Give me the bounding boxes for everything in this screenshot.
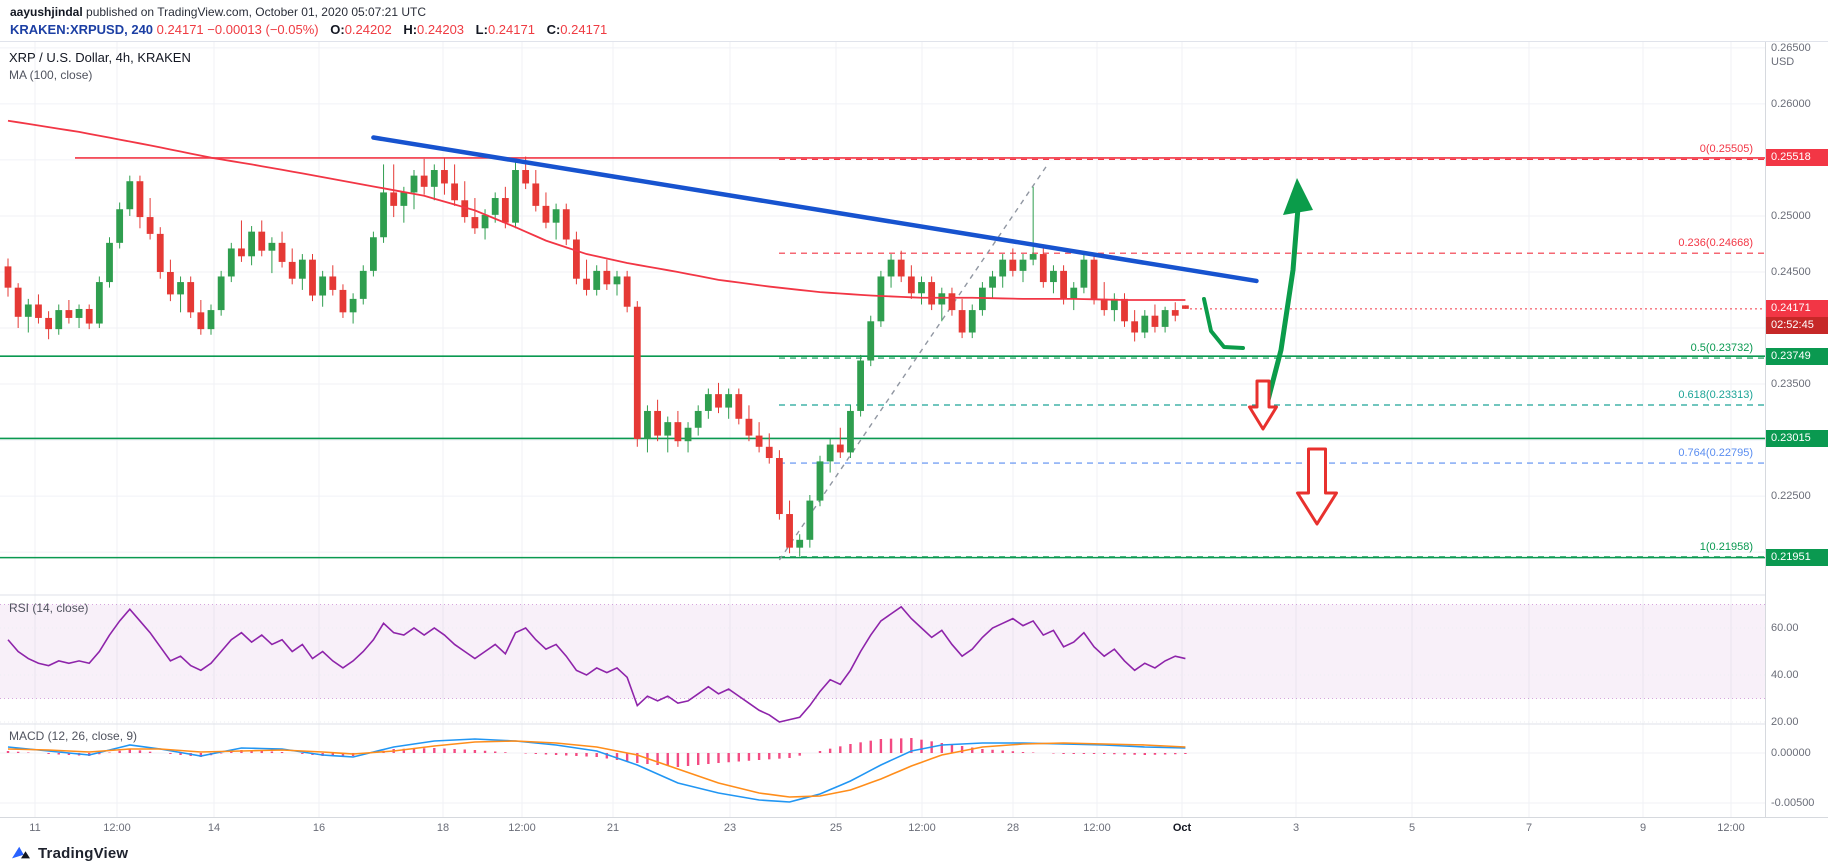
time-axis-label: 18 — [436, 822, 450, 834]
macd-histogram — [6, 738, 1187, 767]
time-axis-label: 5 — [1408, 822, 1416, 834]
chart-header: aayushjindal published on TradingView.co… — [0, 0, 1828, 42]
levels-layer — [0, 157, 1765, 559]
time-axis-label: 25 — [829, 822, 843, 834]
candles-layer — [4, 156, 1189, 557]
price-tick-label: 0.26000 — [1771, 97, 1811, 110]
last-price: 0.24171 — [156, 22, 204, 37]
time-axis-label: 21 — [606, 822, 620, 834]
red-down-arrow — [1248, 379, 1278, 431]
time-axis-label: 7 — [1525, 822, 1533, 834]
high-label: H: — [403, 22, 418, 37]
price-badge: 0.25518 — [1766, 149, 1828, 167]
price-pane-legend[interactable]: XRP / U.S. Dollar, 4h, KRAKEN — [9, 50, 191, 65]
price-tick-label: 0.23500 — [1771, 378, 1811, 391]
price-axis-unit: USD — [1771, 55, 1795, 68]
rsi-band — [0, 604, 1765, 723]
published-text: published on TradingView.com, October 01… — [82, 5, 427, 19]
time-scale[interactable]: 11 12:00 14 16 18 12:00 21 23 25 12:00 28 12:00 Oct 3… — [0, 817, 1828, 838]
macd-line — [7, 738, 1186, 803]
rsi-tick-label: 60.00 — [1771, 622, 1799, 634]
macd-tick-label: -0.00500 — [1771, 797, 1815, 809]
ma100-line — [7, 119, 1186, 301]
time-axis-label: 12:00 — [103, 822, 131, 834]
tradingview-wordmark: TradingView — [38, 844, 129, 862]
price-tick-label: 0.24500 — [1771, 265, 1811, 278]
price-tick-label: 0.22500 — [1771, 490, 1811, 503]
time-axis-label: Oct — [1172, 822, 1192, 834]
price-badge: 0.24171 — [1766, 300, 1828, 318]
symbol-title[interactable]: KRAKEN:XRPUSD, 240 — [10, 22, 154, 37]
symbol-line: KRAKEN:XRPUSD, 240 0.24171 −0.00013 (−0.… — [10, 22, 1818, 37]
open-label: O: — [330, 22, 345, 37]
rsi-line — [7, 605, 1186, 723]
blue-trendline — [371, 135, 1259, 284]
close-label: C: — [546, 22, 561, 37]
red-down-arrow — [1296, 447, 1338, 526]
macd-signal-line — [7, 740, 1186, 798]
grid-layer — [0, 42, 1828, 817]
price-change: −0.00013 (−0.05%) — [207, 22, 319, 37]
time-axis-label: 28 — [1006, 822, 1020, 834]
price-badge: 0.21951 — [1766, 549, 1828, 567]
footer: TradingView — [0, 838, 1828, 868]
tradingview-logo-icon — [12, 846, 30, 859]
price-scale[interactable]: 0.26500 0.26000 0.25000 0.24500 0.23500 0.225… — [1765, 42, 1828, 838]
countdown-badge: 02:52:45 — [1766, 317, 1828, 335]
time-axis-label: 12:00 — [908, 822, 936, 834]
close-value: 0.24171 — [560, 22, 608, 37]
author-name[interactable]: aayushjindal — [10, 5, 83, 19]
price-badge: 0.23749 — [1766, 347, 1828, 365]
price-tick-label: 0.25000 — [1771, 209, 1811, 222]
low-label: L: — [475, 22, 488, 37]
time-axis-label: 12:00 — [1083, 822, 1111, 834]
macd-tick-label: 0.00000 — [1771, 747, 1811, 759]
rsi-tick-label: 40.00 — [1771, 669, 1799, 681]
green-hook-annotation — [1202, 297, 1245, 350]
macd-legend[interactable]: MACD (12, 26, close, 9) — [9, 729, 138, 743]
price-tick-label: 0.26500 — [1771, 41, 1811, 54]
published-line: aayushjindal published on TradingView.co… — [10, 5, 1818, 19]
time-axis-label: 11 — [29, 822, 41, 834]
open-value: 0.24202 — [344, 22, 392, 37]
high-value: 0.24203 — [417, 22, 465, 37]
time-axis-label: 14 — [207, 822, 221, 834]
time-axis-label: 9 — [1639, 822, 1647, 834]
time-axis-label: 16 — [312, 822, 326, 834]
time-axis-label: 12:00 — [508, 822, 536, 834]
rsi-tick-label: 20.00 — [1771, 716, 1799, 728]
annotations-layer — [1202, 178, 1338, 526]
green-up-arrow — [1264, 205, 1301, 407]
ma-legend[interactable]: MA (100, close) — [9, 68, 93, 82]
tradingview-logo-link[interactable]: TradingView — [10, 844, 128, 862]
time-axis-label: 3 — [1292, 822, 1300, 834]
time-axis-label: 12:00 — [1717, 822, 1745, 834]
rsi-legend[interactable]: RSI (14, close) — [9, 601, 89, 615]
price-badge: 0.23015 — [1766, 429, 1828, 447]
low-value: 0.24171 — [487, 22, 535, 37]
time-axis-label: 23 — [723, 822, 737, 834]
